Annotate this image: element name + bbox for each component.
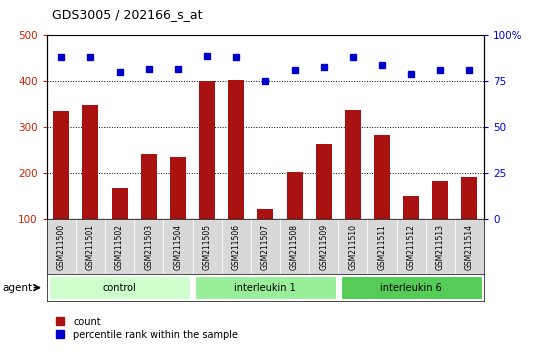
Text: GSM211502: GSM211502 [115, 224, 124, 270]
Text: GSM211511: GSM211511 [377, 224, 387, 270]
Bar [141, 154, 157, 266]
Bar [53, 111, 69, 266]
Text: GSM211505: GSM211505 [202, 224, 212, 270]
Text: GSM211509: GSM211509 [319, 224, 328, 270]
Bar [345, 110, 361, 266]
Bar [403, 195, 419, 266]
Text: GSM211510: GSM211510 [348, 224, 358, 270]
Text: GSM211508: GSM211508 [290, 224, 299, 270]
Bar [112, 188, 128, 266]
Text: interleukin 1: interleukin 1 [234, 282, 296, 293]
Text: GDS3005 / 202166_s_at: GDS3005 / 202166_s_at [52, 8, 203, 21]
Bar [195, 276, 336, 299]
Bar [461, 177, 477, 266]
Bar [316, 144, 332, 266]
Bar [170, 157, 186, 266]
Bar [199, 81, 215, 266]
Bar [257, 209, 273, 266]
Bar [82, 105, 98, 266]
Text: GSM211500: GSM211500 [57, 224, 66, 270]
Text: GSM211506: GSM211506 [232, 224, 241, 270]
Text: GSM211512: GSM211512 [406, 224, 416, 270]
Text: GSM211501: GSM211501 [86, 224, 95, 270]
Bar [340, 276, 482, 299]
Legend: count, percentile rank within the sample: count, percentile rank within the sample [52, 313, 242, 344]
Text: interleukin 6: interleukin 6 [380, 282, 442, 293]
Bar [374, 135, 390, 266]
Bar [432, 181, 448, 266]
Text: GSM211504: GSM211504 [173, 224, 183, 270]
Text: GSM211507: GSM211507 [261, 224, 270, 270]
Text: agent: agent [3, 282, 33, 293]
Bar [287, 172, 302, 266]
Bar [228, 80, 244, 266]
Text: GSM211503: GSM211503 [144, 224, 153, 270]
Bar [49, 276, 190, 299]
Text: control: control [103, 282, 136, 293]
Text: GSM211514: GSM211514 [465, 224, 474, 270]
Text: GSM211513: GSM211513 [436, 224, 445, 270]
